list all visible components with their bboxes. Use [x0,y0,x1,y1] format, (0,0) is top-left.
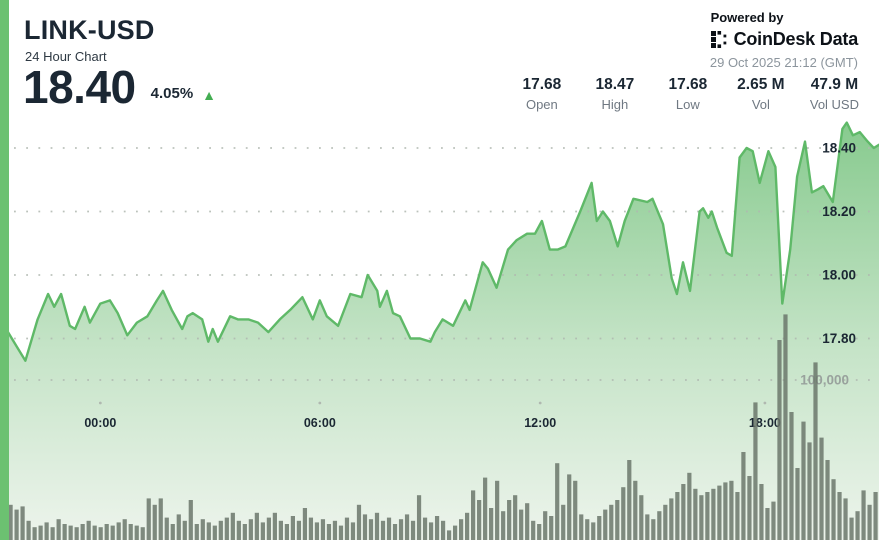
coindesk-logo-icon [710,31,726,48]
stat-vol-usd-label: Vol USD [809,97,859,112]
price-area [8,122,879,540]
stat-vol-usd: 47.9 M Vol USD [810,76,859,112]
stats-row: 17.68 Open 18.47 High 17.68 Low 2.65 M V… [518,76,859,112]
svg-text:18.00: 18.00 [822,268,856,283]
current-price: 18.40 [23,61,136,113]
stat-vol: 2.65 M Vol [737,76,785,112]
price-axis-labels: 18.40 18.20 18.00 17.80 100,000 [800,141,856,388]
brand-row: CoinDesk Data [710,29,859,50]
volume-bars [8,314,878,540]
stat-high: 18.47 High [591,76,639,112]
stat-high-value: 18.47 [595,76,635,93]
stat-vol-value: 2.65 M [737,76,785,93]
price-up-arrow-icon: ▲ [202,87,217,104]
powered-by-label: Powered by [710,10,784,25]
stat-low: 17.68 Low [664,76,712,112]
stat-low-value: 17.68 [668,76,708,93]
chart-subtitle: 24 Hour Chart [25,49,107,64]
price-line [6,121,879,362]
powered-by-block: Powered by CoinDesk Data [710,10,859,50]
stat-vol-usd-value: 47.9 M [810,76,859,93]
stat-vol-label: Vol [751,97,770,112]
svg-text:00:00: 00:00 [84,416,116,430]
svg-text:18.20: 18.20 [822,204,856,219]
brand-name: CoinDesk Data [733,29,859,49]
stat-low-label: Low [675,97,700,112]
svg-text:06:00: 06:00 [304,416,336,430]
stat-high-label: High [601,97,629,112]
price-change-percent: 4.05% [150,85,194,103]
svg-text:12:00: 12:00 [524,416,556,430]
accent-stripe [0,0,9,540]
svg-text:100,000: 100,000 [800,373,849,388]
price-block: 18.40 4.05% ▲ [23,61,217,113]
svg-text:18.40: 18.40 [822,141,856,156]
stat-open-value: 17.68 [522,76,562,93]
stat-open: 17.68 Open [518,76,566,112]
page-title: LINK-USD [24,15,155,45]
timestamp: 29 Oct 2025 21:12 (GMT) [709,55,858,70]
stat-open-label: Open [525,97,558,112]
svg-text:17.80: 17.80 [822,331,856,346]
